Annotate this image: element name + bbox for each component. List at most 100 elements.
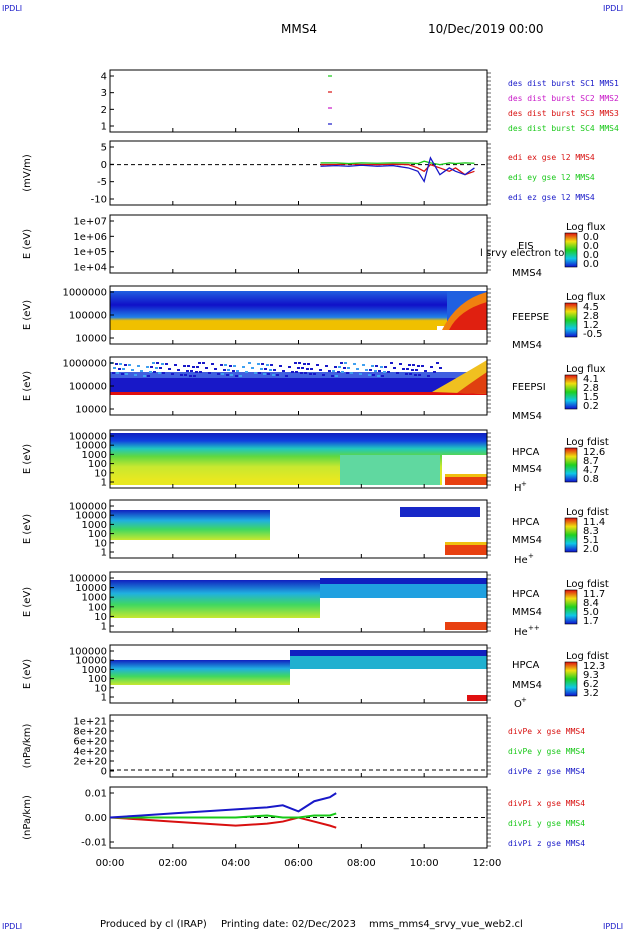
y-tick-label: 0 bbox=[101, 767, 107, 778]
y-tick-label: 2 bbox=[101, 105, 107, 116]
y-axis-label: E (eV) bbox=[22, 659, 33, 689]
feepsi-speckle-point bbox=[412, 364, 415, 366]
feepsi-speckle-point bbox=[408, 364, 411, 366]
panel-frame-edi bbox=[109, 140, 488, 206]
feepsi-speckle-point bbox=[122, 368, 125, 370]
hpca_he-colorbar bbox=[564, 517, 578, 553]
feepsi-speckle-point bbox=[217, 373, 220, 375]
minor-ticks-burst bbox=[487, 72, 491, 130]
hpca_hepp-colorbar-title: Log fdist bbox=[566, 579, 609, 590]
feepse-low-energy-band bbox=[110, 326, 437, 330]
feepsi-speckle-point bbox=[153, 371, 156, 373]
hpca_hepp-species-label: He bbox=[514, 627, 528, 638]
hpca_he-colorbar-value: 8.3 bbox=[583, 526, 599, 537]
eis-instrument-label: EIS bbox=[518, 241, 534, 252]
feepsi-speckle-point bbox=[180, 374, 183, 376]
hpca_o-colorbar-value: 9.3 bbox=[583, 670, 599, 681]
edi-series-line bbox=[320, 156, 475, 184]
y-tick-label: 10 bbox=[94, 538, 107, 549]
feepsi-speckle-point bbox=[174, 364, 177, 366]
feepsi-speckle-point bbox=[381, 375, 384, 377]
feepsi-speckle-point bbox=[233, 365, 236, 367]
corner-label-bottom-right: IPDLI bbox=[603, 922, 624, 931]
feepsi-speckle-point bbox=[306, 368, 309, 370]
feepsi-speckle-point bbox=[189, 375, 192, 377]
feepsi-speckle-point bbox=[183, 365, 186, 367]
hpca_h-colorbar-value: 0.8 bbox=[583, 474, 599, 485]
y-tick-label: 1 bbox=[101, 478, 107, 489]
y-tick-label: 2e+20 bbox=[73, 757, 107, 768]
feepsi-speckle-point bbox=[221, 373, 224, 375]
feepse-colorbar bbox=[564, 302, 578, 338]
x-tick-label: 08:00 bbox=[347, 858, 376, 869]
feepsi-speckle-point bbox=[427, 375, 430, 377]
y-tick-label: 100000 bbox=[69, 502, 107, 513]
hpca-o-spectrogram-body bbox=[110, 660, 290, 685]
eis-colorbar-value: 0.0 bbox=[583, 232, 599, 243]
feepsi-speckle-point bbox=[272, 374, 275, 376]
burst-legend-entry: des dist burst SC3 MMS3 bbox=[508, 109, 619, 118]
burst-legend-entry: des dist burst SC2 MMS2 bbox=[508, 94, 619, 103]
feepsi-speckle-point bbox=[414, 374, 417, 376]
edi-legend-entry: edi ez gse l2 MMS4 bbox=[508, 193, 595, 202]
corner-label-bottom-left: IPDLI bbox=[2, 922, 23, 931]
feepsi-speckle-point bbox=[279, 365, 282, 367]
y-axis-label: E (eV) bbox=[22, 444, 33, 474]
mission-title: MMS4 bbox=[281, 22, 317, 36]
feepsi-speckle-point bbox=[121, 373, 124, 375]
feepse-instrument-label: FEEPSE bbox=[512, 312, 549, 323]
feepsi-speckle-point bbox=[421, 365, 424, 367]
y-tick-label: 100 bbox=[88, 674, 107, 685]
feepsi-speckle-point bbox=[143, 375, 146, 377]
feepsi-speckle-point bbox=[214, 368, 217, 370]
hpca_o-spacecraft-label: MMS4 bbox=[512, 680, 542, 691]
minor-ticks-hpca_he bbox=[487, 502, 491, 556]
feepsi-speckle-point bbox=[150, 366, 153, 368]
feepsi-speckle-point bbox=[195, 371, 198, 373]
feepsi-speckle-point bbox=[307, 363, 310, 365]
feepsi-speckle-point bbox=[331, 375, 334, 377]
footer-producer: Produced by cl (IRAP) bbox=[100, 919, 207, 930]
feepsi-speckle-point bbox=[236, 370, 239, 372]
divpe-legend-entry: divPe y gse MMS4 bbox=[508, 747, 585, 756]
y-tick-label: 1e+07 bbox=[73, 217, 107, 228]
feepsi-speckle-point bbox=[184, 374, 187, 376]
y-axis-label: E (eV) bbox=[22, 300, 33, 330]
hpca_hepp-colorbar-value: 5.0 bbox=[583, 607, 599, 618]
x-tick-label: 02:00 bbox=[158, 858, 187, 869]
minor-ticks-hpca_o bbox=[487, 647, 491, 701]
feepsi-speckle-point bbox=[322, 374, 325, 376]
feepse-spectrogram-body bbox=[110, 291, 447, 326]
feepsi-speckle-point bbox=[294, 362, 297, 364]
feepsi-speckle-point bbox=[399, 363, 402, 365]
y-tick-label: 100 bbox=[88, 529, 107, 540]
feepse-colorbar-value: 4.5 bbox=[583, 302, 599, 313]
feepsi-speckle-point bbox=[223, 369, 226, 371]
feepsi-speckle-point bbox=[254, 372, 257, 374]
feepsi-speckle-point bbox=[377, 375, 380, 377]
minor-ticks-edi bbox=[487, 143, 491, 205]
feepsi-speckle-point bbox=[261, 363, 264, 365]
hpca-o-top-band bbox=[290, 650, 487, 656]
minor-ticks-divpi bbox=[487, 789, 491, 847]
hpca-hepp-upper-band bbox=[320, 580, 487, 598]
y-tick-label: 10 bbox=[94, 468, 107, 479]
eis-colorbar-value: 0.0 bbox=[583, 259, 599, 270]
corner-label-top-left: IPDLI bbox=[2, 4, 23, 13]
y-tick-label: 1 bbox=[101, 622, 107, 633]
hpca_hepp-colorbar bbox=[564, 589, 578, 625]
y-tick-label: 1 bbox=[101, 693, 107, 704]
y-tick-label: 3 bbox=[101, 88, 107, 99]
feepse-colorbar-value: -0.5 bbox=[583, 329, 603, 340]
feepsi-speckle-point bbox=[337, 371, 340, 373]
feepsi-speckle-point bbox=[119, 363, 122, 365]
divpi-legend-entry: divPi x gse MMS4 bbox=[508, 799, 585, 808]
feepsi-speckle bbox=[110, 362, 442, 377]
feepsi-speckle-point bbox=[242, 366, 245, 368]
minor-ticks-hpca_h bbox=[487, 432, 491, 486]
feepsi-instrument-label: FEEPSI bbox=[512, 382, 546, 393]
feepsi-speckle-point bbox=[270, 364, 273, 366]
feepsi-speckle-point bbox=[273, 369, 276, 371]
hpca_o-colorbar-value: 6.2 bbox=[583, 679, 599, 690]
feepsi-speckle-point bbox=[346, 372, 349, 374]
